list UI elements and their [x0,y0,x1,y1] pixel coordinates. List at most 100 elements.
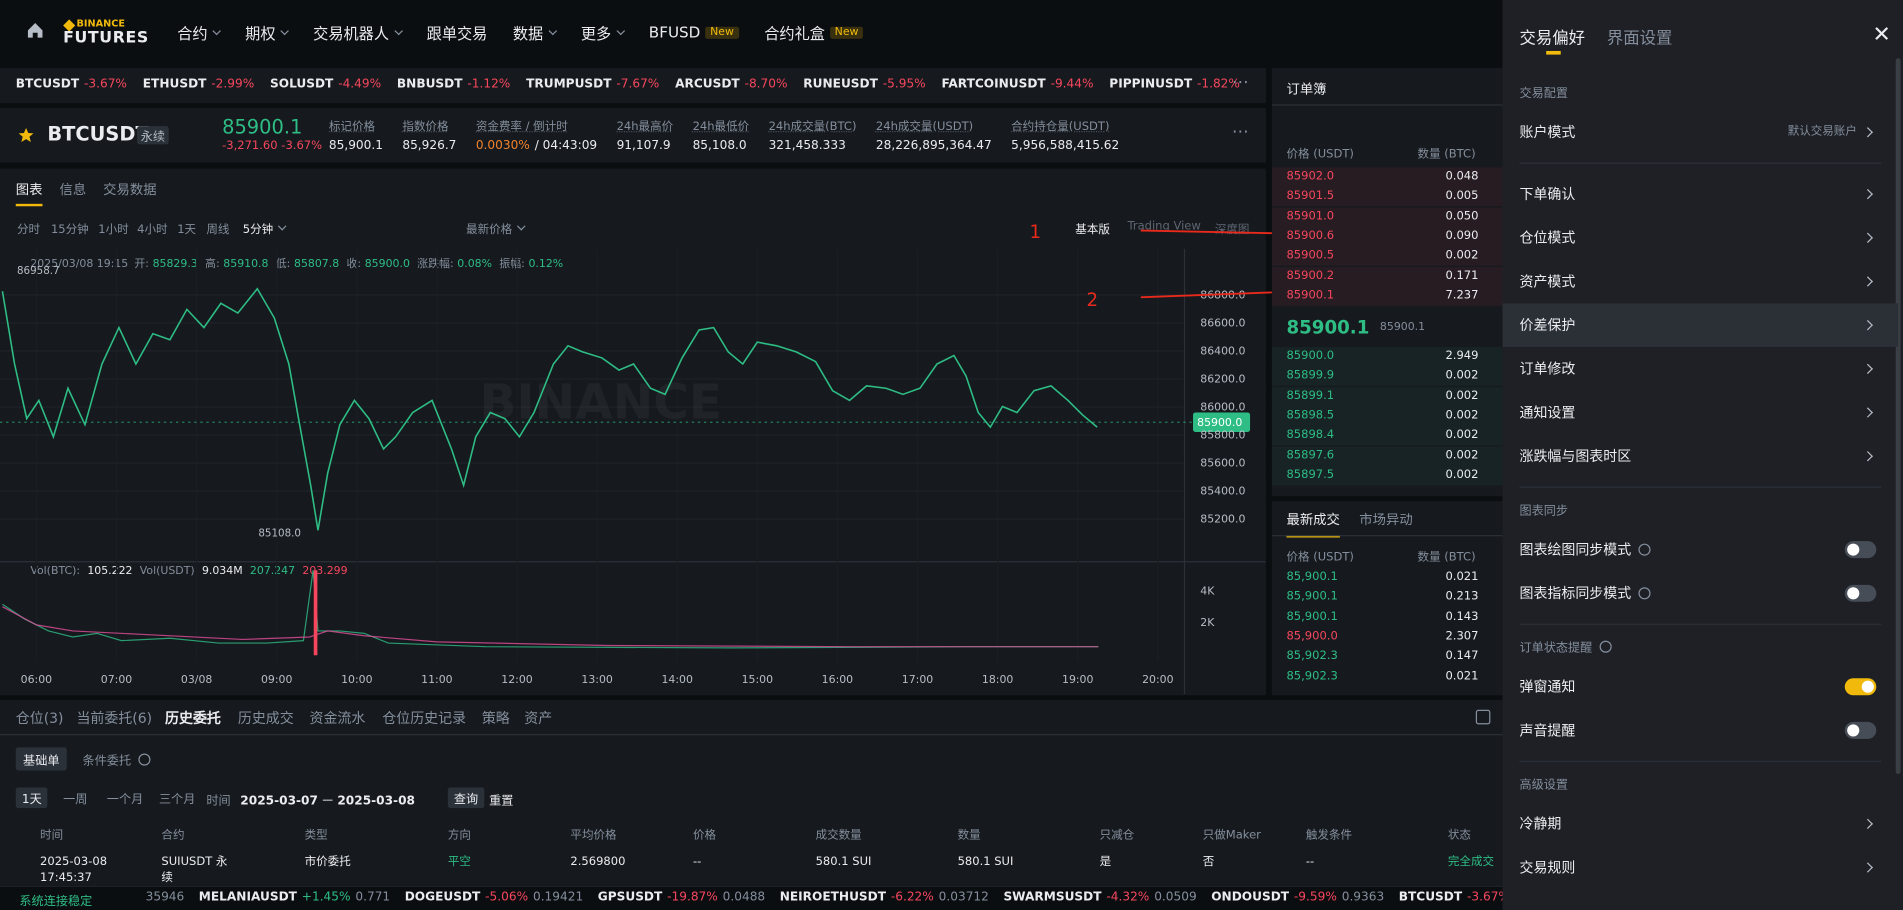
menu-item[interactable]: 期权 [245,21,289,44]
chart-tab[interactable]: 信息 [59,181,87,198]
sub-tab[interactable]: 基础单 [15,747,67,771]
toggle[interactable] [1844,678,1877,696]
range[interactable]: 一周 [63,793,88,807]
interval-selected[interactable]: 5分钟 [243,220,287,237]
settings-item[interactable]: 下单确认 [1502,172,1898,216]
settings-tab[interactable]: 界面设置 [1606,29,1673,49]
settings-item[interactable]: 冷静期 [1502,802,1898,846]
stat: 合约持仓量(USDT) 5,956,588,415.62 [1011,116,1119,153]
ticker[interactable]: ARCUSDT -8.70% [675,78,787,91]
menu-item[interactable]: 更多 [581,21,625,44]
toggle[interactable] [1844,584,1877,602]
book-last: 85900.1 [1286,316,1370,339]
settings-item[interactable]: 图表指标同步模式 [1502,571,1898,615]
range[interactable]: 一个月 [106,793,144,807]
stat-value: 85,926.7 [402,140,456,153]
settings-item[interactable]: 仓位模式 [1502,216,1898,260]
stat: 资金费率 / 倒计时 0.0030% / 04:43:09 [476,116,597,153]
favorite-star[interactable] [18,127,34,143]
orders-tab[interactable]: 策略 [481,709,510,727]
more-icon[interactable]: ⋯ [1231,122,1249,142]
book-qty: 7.237 [1445,288,1479,302]
home-icon[interactable] [25,21,44,40]
chart-view[interactable]: 基本版 [1075,223,1110,237]
query-button[interactable]: 查询 [447,787,485,809]
ticker[interactable]: BTCUSDT -3.67% [16,78,127,91]
book-qty: 0.002 [1445,408,1479,423]
ticker[interactable]: TRUMPUSDT -7.67% [526,78,659,91]
stat: 标记价格 85,900.1 [329,116,383,153]
settings-item[interactable]: 图表绘图同步模式 [1502,528,1898,572]
interval[interactable]: 1天 [177,223,197,237]
menu-item[interactable]: 合约礼盒 New [764,21,864,44]
symbol-name[interactable]: BTCUSDT [47,122,149,146]
y-axis-label: 85400.0 [1200,485,1245,498]
more-icon[interactable]: ⋯ [1231,72,1249,93]
close-button[interactable]: ✕ [1872,21,1891,48]
orders-tab[interactable]: 当前委托(6) [76,709,153,727]
range[interactable]: 三个月 [158,793,196,807]
volume-axis-label: 2K [1200,616,1215,629]
settings-item[interactable]: 订单修改 [1502,347,1898,391]
footer-ticker[interactable]: MELANIAUSDT +1.45% 0.771 [199,891,390,904]
footer-ticker[interactable]: NEIROETHUSDT -6.22% 0.03712 [780,891,989,904]
footer-ticker[interactable]: DOGEUSDT -5.06% 0.19421 [405,891,583,904]
menu-item[interactable]: 合约 [177,21,221,44]
chart-view[interactable]: Trading View [1127,219,1201,233]
orders-tab[interactable]: 历史委托 [165,709,221,727]
orders-tab[interactable]: 历史成交 [237,709,294,727]
column-header: 类型 [304,828,328,843]
chart-tab[interactable]: 图表 [15,180,43,207]
ohlc-value: 85829.3 [152,258,198,271]
orders-tab[interactable]: 资金流水 [309,709,366,727]
trades-tab[interactable]: 市场异动 [1359,512,1413,528]
price-source[interactable]: 最新价格 [466,220,526,237]
settings-item[interactable]: 账户模式 默认交易账户 [1502,110,1898,154]
menu-item[interactable]: BFUSD New [649,21,739,44]
footer-ticker[interactable]: SWARMSUSDT -4.32% 0.0509 [1003,891,1196,904]
footer-price: 0.771 [355,890,391,904]
footer-ticker[interactable]: ONDOUSDT -9.59% 0.9363 [1211,891,1384,904]
ticker[interactable]: PIPPINUSDT -1.82% [1109,78,1240,91]
orders-tab[interactable]: 仓位(3) [15,709,64,727]
toggle[interactable] [1844,541,1877,559]
checkbox[interactable] [1475,709,1491,725]
ticker[interactable]: FARTCOINUSDT -9.44% [941,78,1093,91]
ticker[interactable]: SOLUSDT -4.49% [270,78,381,91]
menu-item[interactable]: 交易机器人 [313,21,403,44]
footer-ticker[interactable]: GPSUSDT -19.87% 0.0488 [598,891,765,904]
settings-item[interactable]: 弹窗通知 [1502,665,1898,709]
settings-item[interactable]: 声音提醒 [1502,709,1898,753]
settings-item[interactable]: 价差保护 [1502,303,1899,348]
settings-item[interactable]: 资产模式 [1502,260,1898,304]
ohlc-value: 0.12% [528,258,564,271]
high-label: 86958.7 [17,265,60,277]
trades-tab[interactable]: 最新成交 [1286,510,1340,538]
menu-item[interactable]: 数据 [513,21,557,44]
sub-tab[interactable]: 条件委托 [75,747,158,770]
chart-tab[interactable]: 交易数据 [103,181,157,198]
menu-item[interactable]: 跟单交易 [427,21,488,44]
interval[interactable]: 4小时 [137,223,168,237]
settings-item-label: 账户模式 [1519,123,1576,141]
range[interactable]: 1天 [15,787,48,809]
interval[interactable]: 15分钟 [50,223,89,237]
settings-item[interactable]: 涨跌幅与图表时区 [1502,434,1898,478]
ticker[interactable]: BNBUSDT -1.12% [397,78,510,91]
trade-qty: 0.147 [1445,649,1479,663]
interval[interactable]: 1小时 [98,223,129,237]
settings-item-label: 通知设置 [1519,404,1576,422]
book-price: 85899.9 [1286,369,1335,383]
ticker[interactable]: RUNEUSDT -5.95% [803,78,925,91]
settings-item[interactable]: 通知设置 [1502,391,1898,435]
orders-tab[interactable]: 仓位历史记录 [382,709,467,727]
settings-tab[interactable]: 交易偏好 [1519,29,1586,49]
settings-item[interactable]: 交易规则 [1502,846,1898,890]
ticker[interactable]: ETHUSDT -2.99% [143,78,254,91]
reset-button[interactable]: 重置 [489,794,514,809]
orders-tab[interactable]: 资产 [524,709,553,727]
interval[interactable]: 分时 [16,223,41,237]
interval[interactable]: 周线 [206,223,230,237]
x-axis-label: 16:00 [822,673,853,686]
toggle[interactable] [1844,721,1877,739]
